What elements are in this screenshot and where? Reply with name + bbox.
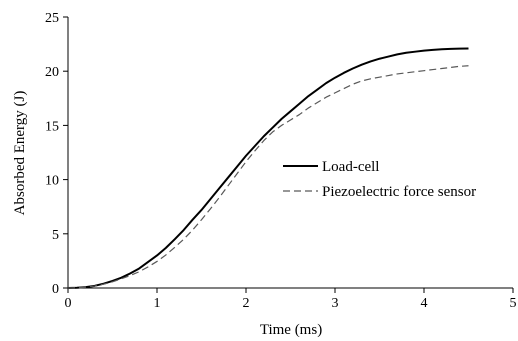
x-tick-label: 2 — [243, 296, 250, 311]
x-tick-label: 1 — [154, 296, 161, 311]
legend-label-load-cell: Load-cell — [322, 159, 379, 175]
x-axis-title: Time (ms) — [260, 322, 322, 338]
legend-label-piezoelectric: Piezoelectric force sensor — [322, 184, 476, 200]
axes — [67, 17, 513, 289]
x-tick-label: 0 — [65, 296, 72, 311]
series-line-piezoelectric-force-sensor — [67, 65, 469, 289]
y-tick-label: 0 — [52, 282, 59, 297]
tick-marks — [63, 16, 514, 293]
y-tick-label: 25 — [45, 11, 59, 26]
x-tick-label: 5 — [510, 296, 517, 311]
y-tick-label: 15 — [45, 119, 59, 134]
y-tick-label: 10 — [45, 174, 59, 189]
series-lines — [67, 47, 469, 289]
legend: Load-cell Piezoelectric force sensor — [283, 159, 476, 200]
tick-labels: 0 1 2 3 4 5 0 5 10 15 20 25 — [45, 11, 517, 311]
x-tick-label: 4 — [421, 296, 428, 311]
y-tick-label: 20 — [45, 65, 59, 80]
x-tick-label: 3 — [332, 296, 339, 311]
series-line-load-cell — [67, 47, 469, 289]
y-axis-title: Absorbed Energy (J) — [12, 91, 28, 216]
y-tick-label: 5 — [52, 228, 59, 243]
